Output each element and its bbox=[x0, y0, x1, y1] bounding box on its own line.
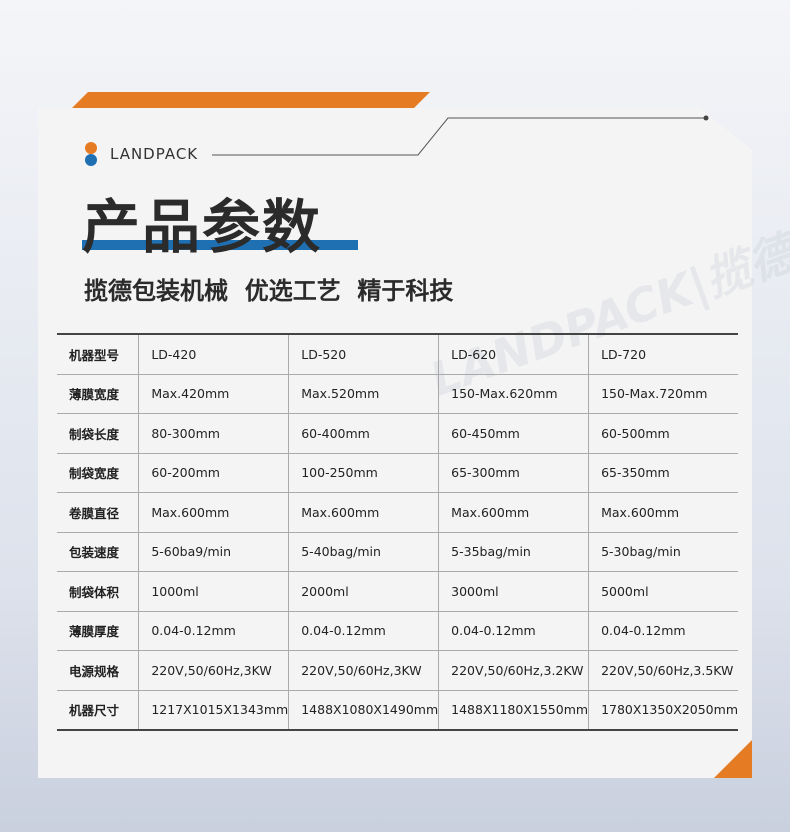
orange-corner bbox=[714, 740, 752, 778]
table-row: 制袋体积 1000ml 2000ml 3000ml 5000ml bbox=[57, 571, 738, 612]
cell: 220V,50/60Hz,3.5KW bbox=[588, 650, 738, 691]
cell: 5-35bag/min bbox=[438, 532, 589, 572]
cell: 0.04-0.12mm bbox=[138, 611, 289, 651]
brand: LANDPACK bbox=[110, 145, 199, 163]
deco-line bbox=[212, 117, 706, 156]
cell: 1000ml bbox=[138, 571, 289, 612]
title: 产品参数 bbox=[82, 193, 323, 261]
row-label: 卷膜直径 bbox=[57, 492, 139, 533]
table-row: 机器型号 LD-420 LD-520 LD-620 LD-720 bbox=[57, 334, 738, 375]
cell: Max.600mm bbox=[288, 492, 439, 533]
cell: Max.520mm bbox=[288, 374, 439, 414]
deco-dot bbox=[703, 115, 709, 121]
cell: 5000ml bbox=[588, 571, 738, 612]
cell: 65-350mm bbox=[588, 453, 738, 493]
cell: 60-400mm bbox=[288, 413, 439, 454]
cell: 220V,50/60Hz,3KW bbox=[288, 650, 439, 691]
cell: 60-450mm bbox=[438, 413, 589, 454]
cell: 5-40bag/min bbox=[288, 532, 439, 572]
cell: 5-60ba9/min bbox=[138, 532, 289, 572]
row-label: 机器尺寸 bbox=[57, 690, 139, 731]
cell: 2000ml bbox=[288, 571, 439, 612]
cell: 1488X1080X1490mm bbox=[288, 690, 439, 731]
row-label: 薄膜宽度 bbox=[57, 374, 139, 414]
table-row: 包装速度 5-60ba9/min 5-40bag/min 5-35bag/min 5-3… bbox=[57, 532, 738, 572]
cell: 220V,50/60Hz,3KW bbox=[138, 650, 289, 691]
logo-dot bbox=[85, 142, 97, 154]
row-label: 包装速度 bbox=[57, 532, 139, 572]
cell: 220V,50/60Hz,3.2KW bbox=[438, 650, 589, 691]
table-row: 卷膜直径 Max.600mm Max.600mm Max.600mm Max.600mm bbox=[57, 492, 738, 533]
table-row: 薄膜厚度 0.04-0.12mm 0.04-0.12mm 0.04-0.12mm 0.0… bbox=[57, 611, 738, 651]
cell: 0.04-0.12mm bbox=[288, 611, 439, 651]
cell: 1488X1180X1550mm bbox=[438, 690, 589, 731]
subtitle: 揽德包装机械 优选工艺 精于科技 bbox=[84, 277, 454, 305]
cell: 65-300mm bbox=[438, 453, 589, 493]
cell: 150-Max.620mm bbox=[438, 374, 589, 414]
logo-dot bbox=[85, 154, 97, 166]
orange-bar bbox=[72, 92, 430, 108]
cell: 150-Max.720mm bbox=[588, 374, 738, 414]
cell: Max.600mm bbox=[438, 492, 589, 533]
cell: LD-420 bbox=[138, 334, 289, 375]
row-label: 制袋长度 bbox=[57, 413, 139, 454]
table-row: 电源规格 220V,50/60Hz,3KW 220V,50/60Hz,3KW 220V… bbox=[57, 650, 738, 691]
cell: 60-500mm bbox=[588, 413, 738, 454]
cell: Max.600mm bbox=[138, 492, 289, 533]
cell: 0.04-0.12mm bbox=[438, 611, 589, 651]
row-label: 薄膜厚度 bbox=[57, 611, 139, 651]
cell: LD-520 bbox=[288, 334, 439, 375]
cell: 5-30bag/min bbox=[588, 532, 738, 572]
cell: 0.04-0.12mm bbox=[588, 611, 738, 651]
cell: LD-620 bbox=[438, 334, 589, 375]
cell: 80-300mm bbox=[138, 413, 289, 454]
row-label: 电源规格 bbox=[57, 650, 139, 691]
title-underline bbox=[82, 240, 358, 250]
cell: 60-200mm bbox=[138, 453, 289, 493]
row-label: 机器型号 bbox=[57, 334, 139, 375]
table-row: 机器尺寸 1217X1015X1343mm 1488X1080X1490mm 1488… bbox=[57, 690, 738, 731]
row-label: 制袋宽度 bbox=[57, 453, 139, 493]
cell: LD-720 bbox=[588, 334, 738, 375]
cell: 3000ml bbox=[438, 571, 589, 612]
table-row: 薄膜宽度 Max.420mm Max.520mm 150-Max.620mm 150-M… bbox=[57, 374, 738, 414]
cell: Max.420mm bbox=[138, 374, 289, 414]
row-label: 制袋体积 bbox=[57, 571, 139, 612]
cell: 100-250mm bbox=[288, 453, 439, 493]
spec-table: 机器型号 LD-420 LD-520 LD-620 LD-720 薄膜宽度 Max.420m… bbox=[57, 333, 738, 731]
table-row: 制袋宽度 60-200mm 100-250mm 65-300mm 65-350mm bbox=[57, 453, 738, 493]
cell: Max.600mm bbox=[588, 492, 738, 533]
cell: 1217X1015X1343mm bbox=[138, 690, 289, 731]
cell: 1780X1350X2050mm bbox=[588, 690, 738, 731]
table-row: 制袋长度 80-300mm 60-400mm 60-450mm 60-500mm bbox=[57, 413, 738, 454]
